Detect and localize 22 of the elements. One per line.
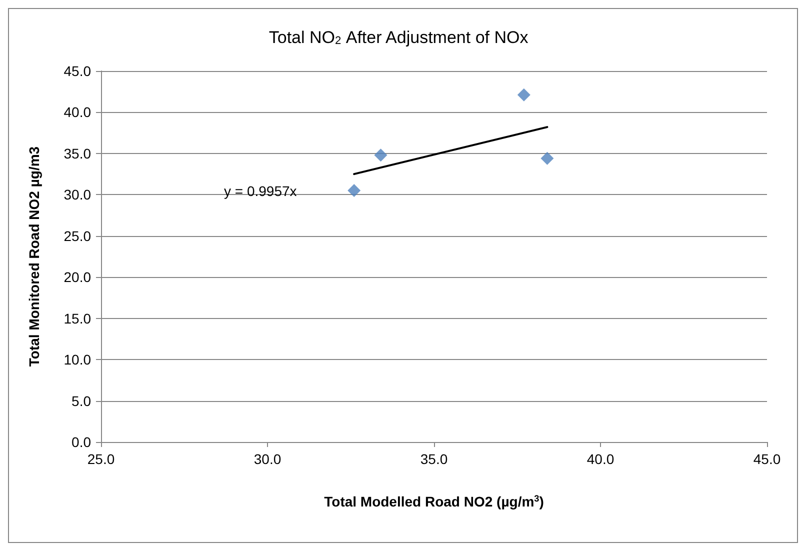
- y-tick-label: 30.0: [64, 186, 92, 203]
- point: [540, 152, 554, 165]
- annotation: y = 0.9957x: [224, 183, 297, 199]
- y-axis-title: Total Monitored Road NO2 µg/m3: [26, 146, 42, 367]
- point: [374, 148, 388, 162]
- y-tick-label: 45.0: [64, 63, 92, 79]
- y-tick-label: 10.0: [64, 352, 92, 368]
- y-tick-label: 5.0: [72, 392, 92, 409]
- x-tick-label: 25.0: [87, 451, 115, 467]
- y-tick-label: 35.0: [64, 145, 92, 162]
- point: [517, 88, 530, 102]
- y-tick-label: 0.0: [72, 434, 92, 450]
- y-tick-label: 20.0: [64, 269, 92, 286]
- y-tick-label: 25.0: [64, 228, 92, 244]
- x-tick-label: 35.0: [420, 451, 448, 467]
- chart-title: Total NO2 After Adjustment of NOx: [268, 28, 529, 48]
- x-tick-label: 40.0: [586, 451, 614, 467]
- point: [348, 184, 361, 198]
- x-tick-label: 30.0: [254, 451, 282, 467]
- y-tick-label: 15.0: [64, 310, 92, 326]
- y-tick-label: 40.0: [64, 104, 92, 120]
- x-tick-label: 45.0: [753, 451, 781, 467]
